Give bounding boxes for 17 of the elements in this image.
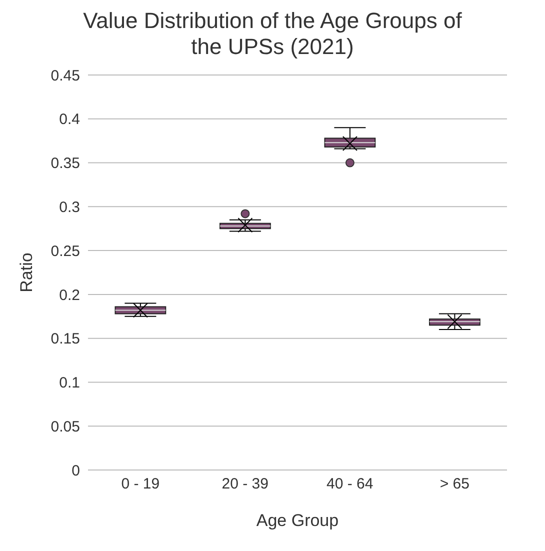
- y-tick-label: 0: [72, 462, 80, 480]
- x-tick-label: 20 - 39: [222, 476, 268, 493]
- y-axis-title: Ratio: [17, 252, 36, 292]
- y-tick-label: 0.15: [50, 330, 80, 348]
- y-tick-label: 0.25: [50, 242, 80, 260]
- y-tick-label: 0.2: [59, 286, 80, 304]
- x-tick-label: 40 - 64: [326, 476, 374, 493]
- x-tick-label: 0 - 19: [121, 476, 160, 493]
- y-tick-label: 0.35: [50, 155, 80, 172]
- y-tick-label: 0.3: [59, 198, 80, 216]
- x-tick-label: > 65: [440, 476, 470, 493]
- chart-title: Value Distribution of the Age Groups of the UPSs (2021): [82, 8, 463, 60]
- y-tick-label: 0.05: [50, 418, 80, 436]
- y-tick-label: 0.45: [50, 67, 80, 84]
- x-axis-title: Age Group: [256, 511, 339, 530]
- y-tick-label: 0.4: [59, 111, 80, 128]
- y-tick-label: 0.1: [59, 374, 80, 392]
